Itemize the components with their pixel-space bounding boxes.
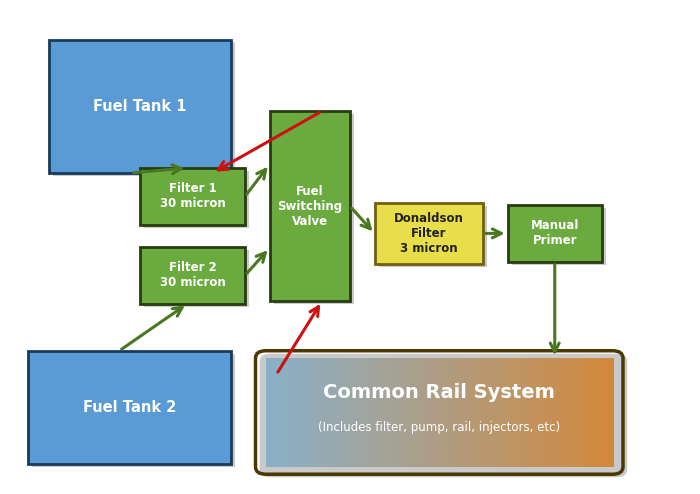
Bar: [307, 358, 314, 467]
Bar: [578, 358, 585, 467]
Bar: [607, 358, 614, 467]
Bar: [474, 358, 481, 467]
Bar: [382, 358, 388, 467]
Bar: [289, 358, 296, 467]
Bar: [416, 358, 423, 467]
Bar: [393, 358, 400, 467]
FancyBboxPatch shape: [512, 208, 606, 265]
Bar: [364, 358, 372, 467]
FancyBboxPatch shape: [379, 206, 487, 267]
Bar: [486, 358, 493, 467]
Bar: [451, 358, 458, 467]
Bar: [508, 358, 516, 467]
FancyBboxPatch shape: [508, 205, 602, 262]
Text: Fuel Tank 2: Fuel Tank 2: [83, 400, 176, 415]
Bar: [266, 358, 273, 467]
Bar: [589, 358, 596, 467]
FancyBboxPatch shape: [374, 203, 483, 264]
Bar: [538, 358, 545, 467]
Bar: [601, 358, 608, 467]
FancyBboxPatch shape: [53, 42, 235, 176]
Bar: [330, 358, 337, 467]
FancyBboxPatch shape: [32, 354, 235, 467]
Bar: [318, 358, 325, 467]
Bar: [376, 358, 383, 467]
Bar: [277, 358, 285, 467]
Bar: [295, 358, 302, 467]
Text: Donaldson
Filter
3 micron: Donaldson Filter 3 micron: [394, 212, 463, 255]
Bar: [520, 358, 527, 467]
Bar: [566, 358, 573, 467]
Text: Fuel
Switching
Valve: Fuel Switching Valve: [277, 185, 342, 228]
Bar: [514, 358, 522, 467]
Bar: [301, 358, 308, 467]
FancyBboxPatch shape: [28, 351, 231, 464]
Bar: [584, 358, 591, 467]
Bar: [410, 358, 418, 467]
Bar: [284, 358, 290, 467]
Bar: [272, 358, 279, 467]
Text: (Includes filter, pump, rail, injectors, etc): (Includes filter, pump, rail, injectors,…: [318, 421, 560, 434]
Bar: [543, 358, 550, 467]
Bar: [561, 358, 568, 467]
FancyBboxPatch shape: [140, 247, 245, 304]
Bar: [353, 358, 360, 467]
Bar: [468, 358, 475, 467]
Bar: [554, 358, 562, 467]
Bar: [595, 358, 602, 467]
Bar: [422, 358, 429, 467]
Bar: [503, 358, 510, 467]
Bar: [312, 358, 319, 467]
Bar: [532, 358, 539, 467]
FancyBboxPatch shape: [270, 111, 350, 301]
Bar: [347, 358, 354, 467]
FancyBboxPatch shape: [144, 171, 249, 228]
Text: Fuel Tank 1: Fuel Tank 1: [93, 99, 187, 114]
Bar: [440, 358, 447, 467]
Bar: [323, 358, 331, 467]
Bar: [480, 358, 487, 467]
FancyBboxPatch shape: [144, 250, 249, 307]
Bar: [462, 358, 470, 467]
Bar: [445, 358, 452, 467]
Bar: [491, 358, 498, 467]
Bar: [572, 358, 580, 467]
Bar: [405, 358, 412, 467]
Bar: [428, 358, 435, 467]
Bar: [387, 358, 395, 467]
Text: Common Rail System: Common Rail System: [323, 383, 555, 402]
Text: Manual
Primer: Manual Primer: [531, 219, 579, 247]
Bar: [497, 358, 504, 467]
Bar: [399, 358, 406, 467]
Text: Filter 2
30 micron: Filter 2 30 micron: [160, 261, 225, 289]
Bar: [341, 358, 349, 467]
FancyBboxPatch shape: [260, 354, 627, 477]
Text: Filter 1
30 micron: Filter 1 30 micron: [160, 182, 225, 210]
FancyBboxPatch shape: [140, 168, 245, 225]
Bar: [335, 358, 342, 467]
Bar: [456, 358, 463, 467]
Bar: [370, 358, 377, 467]
Bar: [433, 358, 441, 467]
Bar: [358, 358, 365, 467]
Bar: [549, 358, 556, 467]
FancyBboxPatch shape: [49, 40, 231, 173]
Bar: [526, 358, 533, 467]
FancyBboxPatch shape: [274, 114, 354, 304]
